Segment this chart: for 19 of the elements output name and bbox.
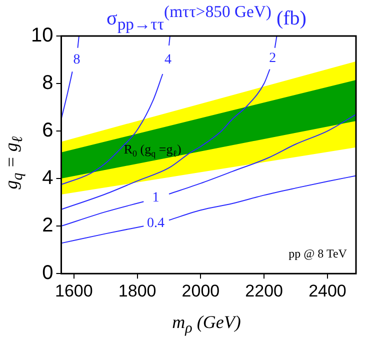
x-tick-label: 1600 [55,281,93,300]
x-tick-label: 2000 [182,281,220,300]
series-label: 4 [164,52,172,68]
x-tick-label: 1800 [118,281,156,300]
annotation: pp @ 8 TeV [288,246,348,261]
y-tick-label: 2 [42,214,54,237]
x-tick-label: 2400 [308,281,346,300]
y-tick-label: 6 [42,120,54,142]
series-label: 1 [152,190,160,206]
series-label: 2 [269,51,276,66]
x-tick-label: 2200 [245,281,283,300]
y-tick-label: 4 [42,167,54,190]
y-tick-label: 10 [30,24,54,47]
x-axis-title: m$_{ρ}$ (GeV) [171,312,242,338]
chart-title: σ$_{pp→ττ}$$^{(mττ>850 GeV)}$ (fb) [106,2,308,35]
series-label: 0.4 [146,216,164,231]
y-tick-label: 8 [42,72,54,94]
series-label: 8 [73,52,80,68]
y-tick-label: 0 [42,262,54,284]
